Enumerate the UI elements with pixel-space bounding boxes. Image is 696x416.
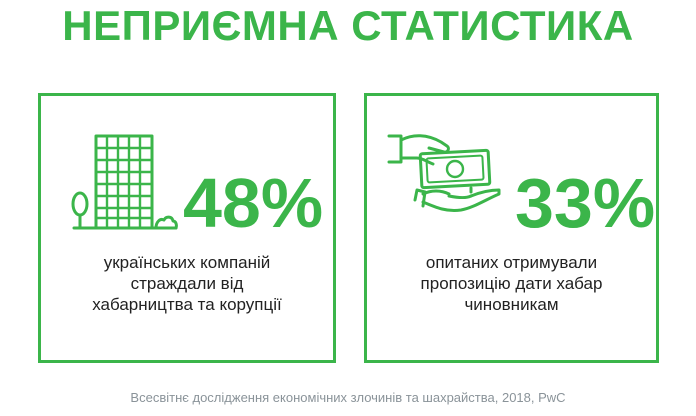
stat-value: 48% [183, 164, 324, 242]
stat-value: 33% [515, 164, 656, 242]
description-line: пропозицію дати хабар [420, 274, 603, 293]
description-line: опитаних отримували [425, 253, 598, 272]
description-line: українських компаній [103, 253, 271, 272]
stat-description: опитаних отримували пропозицію дати хаба… [367, 252, 656, 315]
description-line: чиновникам [464, 295, 559, 314]
stat-description: українських компаній страждали від хабар… [41, 252, 333, 315]
office-building-icon [70, 132, 178, 235]
description-line: хабарництва та корупції [92, 295, 282, 314]
stat-card-companies: 48% українських компаній страждали від х… [38, 93, 336, 363]
bribe-money-hands-icon [387, 126, 503, 231]
source-note: Всесвітнє дослідження економічних злочин… [130, 390, 566, 405]
description-line: страждали від [130, 274, 244, 293]
page-title: НЕПРИЄМНА СТАТИСТИКА [62, 2, 634, 49]
stat-card-respondents: 33% опитаних отримували пропозицію дати … [364, 93, 659, 363]
